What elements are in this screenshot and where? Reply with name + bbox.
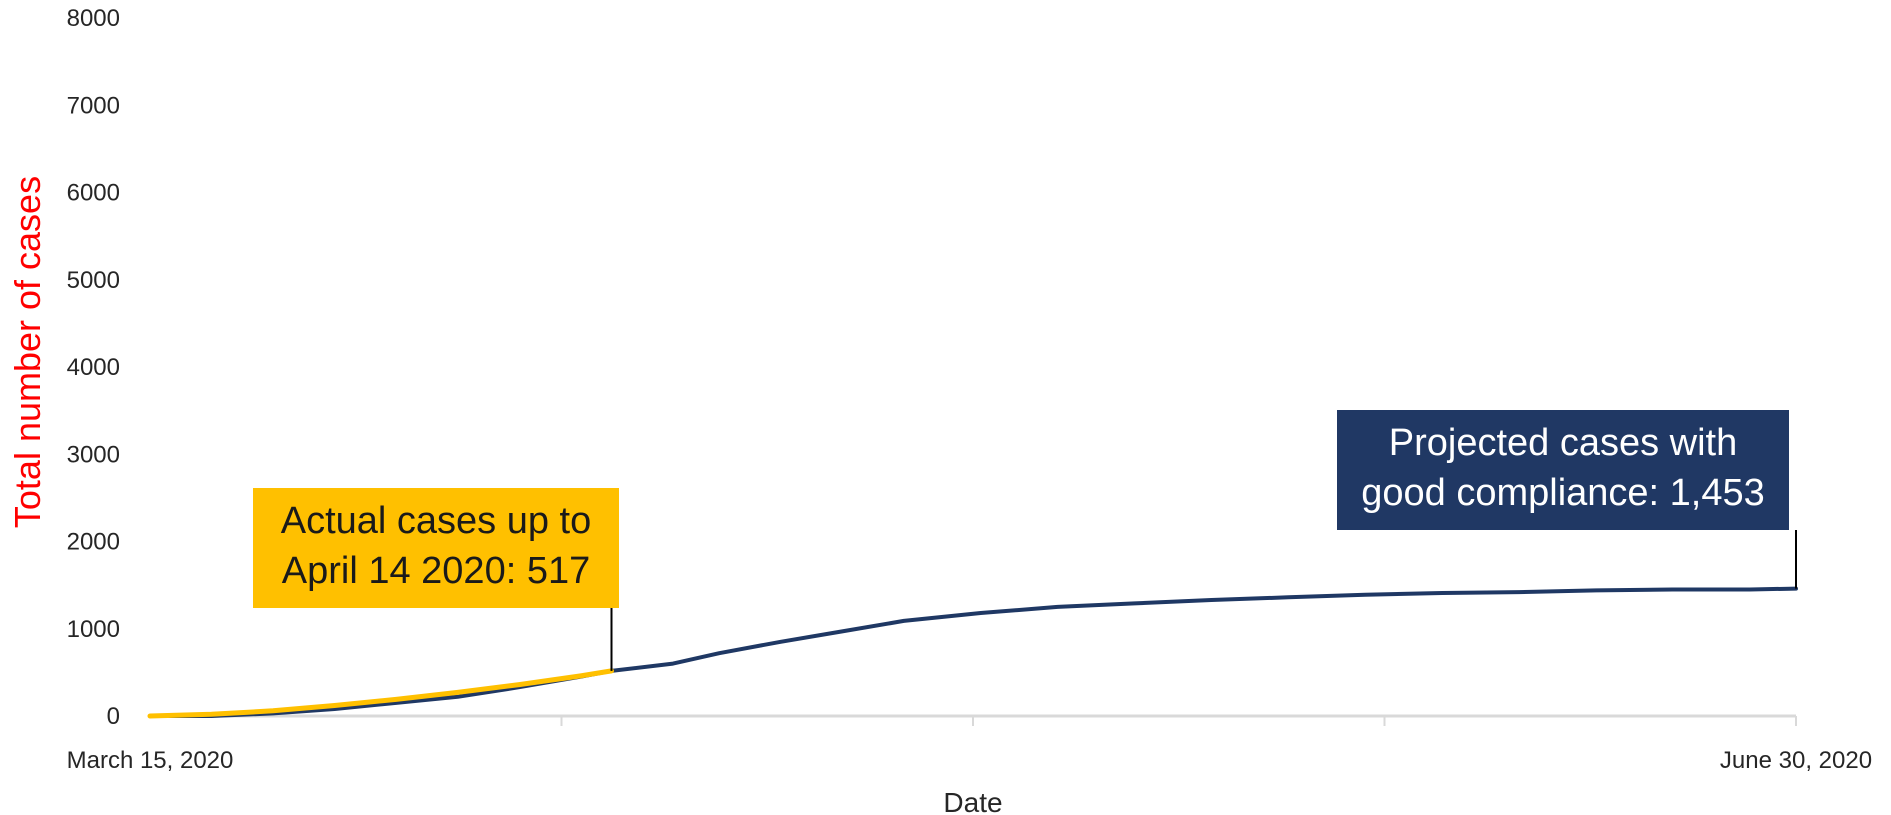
- series-layer: [147, 586, 1798, 719]
- callout-box: [253, 488, 619, 608]
- y-tick-label: 7000: [67, 92, 120, 119]
- y-tick-label: 8000: [67, 5, 120, 32]
- x-axis-title: Date: [943, 787, 1002, 815]
- series-line-1: [148, 586, 1798, 718]
- y-tick-label: 5000: [67, 267, 120, 294]
- callout-text: Actual cases up to: [281, 500, 592, 542]
- x-axis-labels: March 15, 2020 June 30, 2020: [67, 747, 1872, 774]
- callout-box: [1337, 410, 1789, 530]
- y-tick-label: 2000: [67, 529, 120, 556]
- x-tick-label: March 15, 2020: [67, 747, 234, 774]
- y-tick-label: 4000: [67, 354, 120, 381]
- y-tick-label: 6000: [67, 180, 120, 207]
- x-axis-tick-marks: [560, 716, 1797, 726]
- y-tick-label: 1000: [67, 616, 120, 643]
- y-axis-title: Total number of cases: [7, 176, 48, 528]
- x-tick-label: June 30, 2020: [1720, 747, 1872, 774]
- callout-text: good compliance: 1,453: [1361, 472, 1765, 514]
- series-line-2: [147, 668, 614, 719]
- callout-text: April 14 2020: 517: [282, 550, 590, 592]
- callout-text: Projected cases with: [1389, 422, 1738, 464]
- annotations-layer: Actual cases up to April 14 2020: 517 Proj…: [253, 410, 1797, 671]
- y-tick-label: 3000: [67, 441, 120, 468]
- y-axis-ticks: 0 1000 2000 3000 4000 5000 6000 7000 8000: [67, 5, 120, 730]
- y-tick-label: 0: [107, 703, 120, 730]
